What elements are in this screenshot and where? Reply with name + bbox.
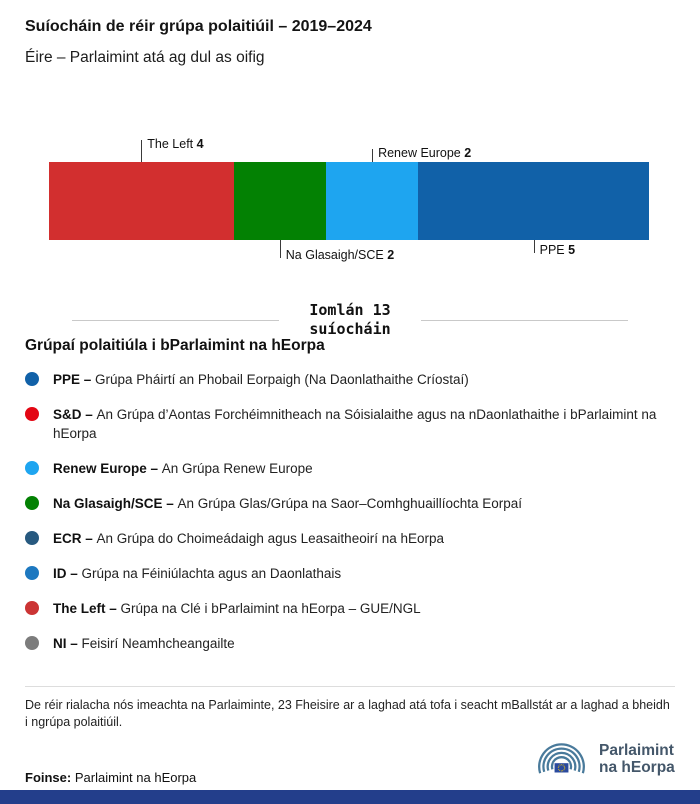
callout-line-na-glasaigh-sce: [279, 240, 281, 258]
bottom-bar: [0, 790, 700, 804]
legend-dot-id: [25, 566, 39, 580]
total-seats-label: Iomlán 13 suíocháin: [309, 301, 390, 339]
legend-item-ni: NI – Feisirí Neamhcheangailte: [25, 634, 680, 653]
source-value: Parlaimint na hEorpa: [74, 770, 197, 785]
callout-label-ppe: PPE 5: [537, 243, 578, 257]
eu-flag-icon: [553, 762, 570, 774]
chart-subtitle: Éire – Parlaimint atá ag dul as oifig: [25, 49, 265, 66]
bar-segment-ppe[interactable]: [418, 162, 649, 240]
seat-bar: [49, 162, 649, 240]
ep-logo: Parlaimint na hEorpa: [533, 740, 675, 778]
legend-dot-na-glasaigh-sce: [25, 496, 39, 510]
ep-logo-line1: Parlaimint: [599, 742, 674, 759]
ep-logo-wordmark: Parlaimint na hEorpa: [599, 742, 675, 776]
callout-label-renew-europe: Renew Europe 2: [376, 146, 474, 160]
legend-item-ecr: ECR – An Grúpa do Choimeádaigh agus Leas…: [25, 529, 680, 548]
legend-dot-the-left: [25, 601, 39, 615]
legend-dot-renew-europe: [25, 461, 39, 475]
source-line: Foinse: Parlaimint na hEorpa: [25, 770, 196, 785]
ep-logo-line2: na hEorpa: [599, 759, 675, 776]
legend-list: PPE – Grúpa Pháirtí an Phobail Eorpaigh …: [25, 370, 680, 669]
callout-line-ppe: [533, 240, 535, 253]
footer-separator: [25, 686, 675, 687]
bar-segment-the-left[interactable]: [49, 162, 234, 240]
total-rule-right: [420, 319, 628, 321]
legend-dot-ppe: [25, 372, 39, 386]
total-seats: Iomlán 13 suíocháin: [0, 301, 700, 339]
total-seats-line2: suíocháin: [309, 320, 391, 338]
total-rule-left: [72, 319, 280, 321]
chart-title: Suíocháin de réir grúpa polaitiúil – 201…: [25, 18, 372, 35]
hemicycle-icon: [538, 743, 585, 774]
bar-segment-na-glasaigh-sce[interactable]: [233, 162, 326, 240]
legend-item-na-glasaigh-sce: Na Glasaigh/SCE – An Grúpa Glas/Grúpa na…: [25, 494, 680, 513]
legend-dot-s-d: [25, 407, 39, 421]
footnote: De réir rialacha nós imeachta na Parlaim…: [25, 698, 670, 729]
bar-segment-renew-europe[interactable]: [325, 162, 419, 240]
callout-label-na-glasaigh-sce: Na Glasaigh/SCE 2: [283, 248, 397, 262]
source-label: Foinse:: [25, 770, 72, 785]
callout-line-the-left: [141, 140, 143, 162]
chart-area: The Left 4 Na Glasaigh/SCE 2 Renew Europe …: [49, 132, 649, 272]
legend-item-ppe: PPE – Grúpa Pháirtí an Phobail Eorpaigh …: [25, 370, 680, 389]
legend-dot-ni: [25, 636, 39, 650]
callout-line-renew-europe: [372, 149, 374, 162]
legend-item-the-left: The Left – Grúpa na Clé i bParlaimint na…: [25, 599, 680, 618]
legend-heading: Grúpaí polaitiúla i bParlaimint na hEorp…: [25, 337, 325, 354]
total-seats-line1: Iomlán 13: [309, 301, 391, 319]
legend-item-s-d: S&D – An Grúpa d’Aontas Forchéimnitheach…: [25, 405, 680, 443]
legend-item-id: ID – Grúpa na Féiniúlachta agus an Daonl…: [25, 564, 680, 583]
callout-label-the-left: The Left 4: [145, 137, 206, 151]
legend-dot-ecr: [25, 531, 39, 545]
legend-item-renew-europe: Renew Europe – An Grúpa Renew Europe: [25, 459, 680, 478]
